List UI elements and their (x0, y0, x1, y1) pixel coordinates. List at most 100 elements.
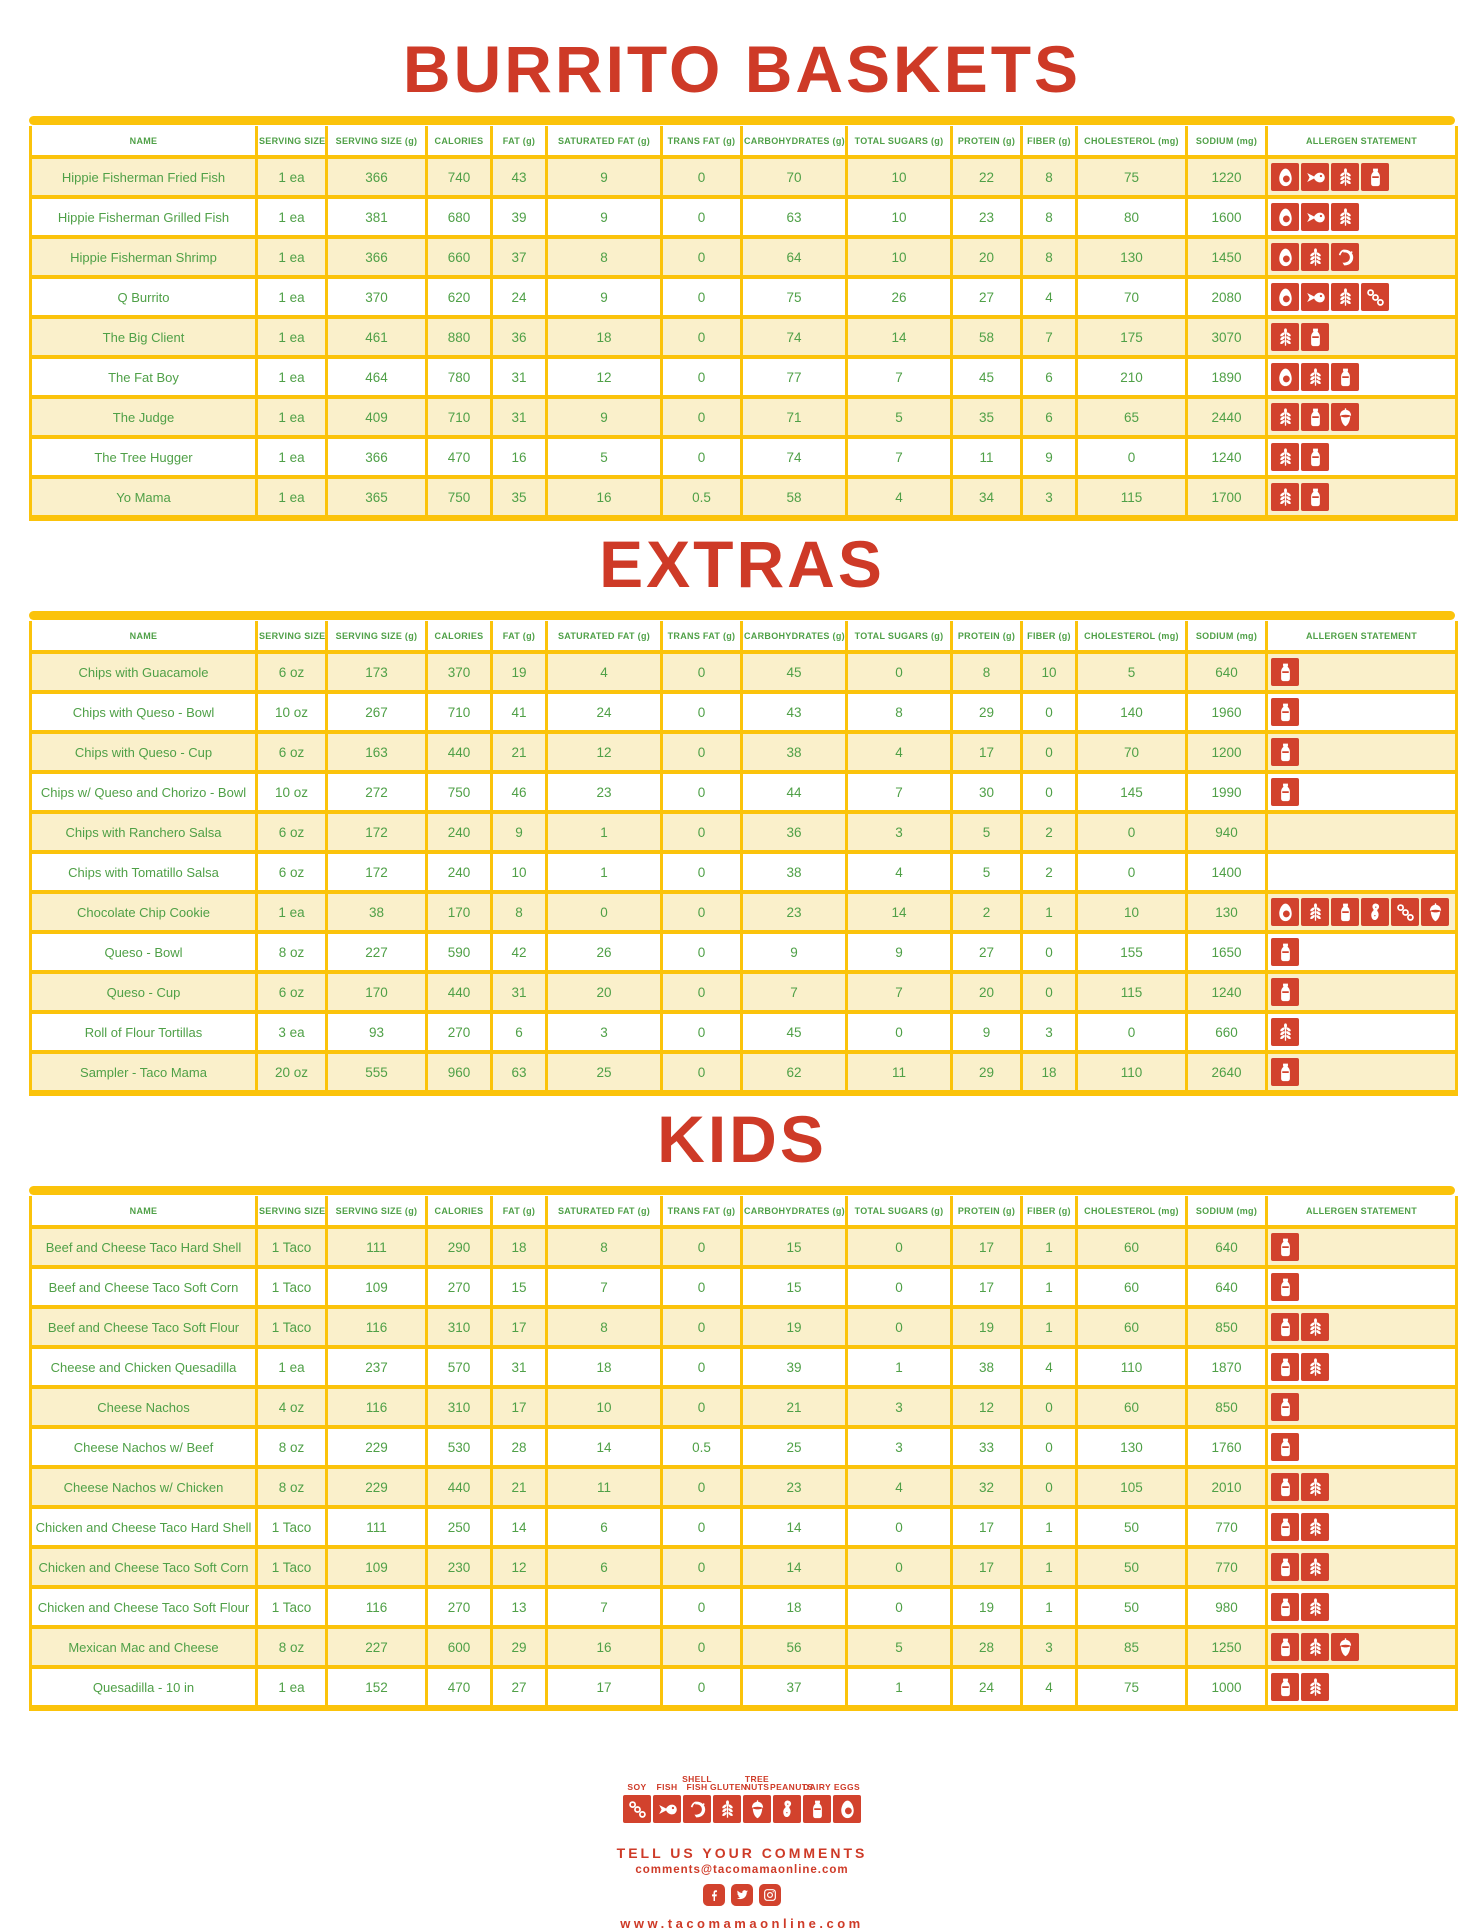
value-cell: 530 (425, 1425, 493, 1469)
value-cell: 31 (490, 1345, 548, 1389)
instagram-icon[interactable] (759, 1884, 781, 1907)
legend-label: SHELL FISH (682, 1774, 712, 1793)
value-cell: 2640 (1185, 1050, 1268, 1096)
column-header: FIBER (g) (1020, 621, 1078, 654)
table-row: Cheese Nachos w/ Chicken 8 oz 229 440 21 11 0 2… (29, 1465, 1458, 1509)
value-cell: 8 (490, 890, 548, 934)
item-name: Chicken and Cheese Taco Soft Flour (29, 1585, 258, 1629)
value-cell: 15 (740, 1225, 848, 1269)
dairy-icon (1331, 363, 1359, 391)
value-cell: 27 (950, 275, 1023, 319)
twitter-icon[interactable] (731, 1884, 753, 1907)
gluten-icon (1271, 483, 1299, 511)
value-cell: 75 (740, 275, 848, 319)
value-cell: 31 (490, 355, 548, 399)
value-cell: 0 (1075, 1010, 1188, 1054)
table-row: Chicken and Cheese Taco Soft Corn 1 Taco 1… (29, 1545, 1458, 1589)
value-cell: 710 (425, 395, 493, 439)
value-cell: 18 (545, 1345, 663, 1389)
value-cell: 24 (490, 275, 548, 319)
value-cell: 4 (845, 475, 953, 521)
value-cell: 16 (545, 475, 663, 521)
column-header: CARBOHYDRATES (g) (740, 1196, 848, 1229)
peanut-icon (773, 1795, 801, 1824)
dairy-icon (1271, 978, 1299, 1006)
value-cell: 175 (1075, 315, 1188, 359)
table-top-bar (29, 611, 1455, 620)
allergen-cell (1265, 1545, 1458, 1589)
column-header: TOTAL SUGARS (g) (845, 621, 953, 654)
value-cell: 5 (545, 435, 663, 479)
comments-email[interactable]: comments@tacomamaonline.com (635, 1864, 849, 1877)
value-cell: 155 (1075, 930, 1188, 974)
value-cell: 21 (490, 730, 548, 774)
column-header: FAT (g) (490, 1196, 548, 1229)
value-cell: 4 (1020, 1665, 1078, 1711)
value-cell: 750 (425, 770, 493, 814)
value-cell: 3 (845, 1385, 953, 1429)
allergen-cell (1265, 690, 1458, 734)
column-header: FAT (g) (490, 126, 548, 159)
value-cell: 3 (1020, 475, 1078, 521)
value-cell: 4 (845, 850, 953, 894)
value-cell: 43 (490, 155, 548, 199)
gluten-icon (1301, 1353, 1329, 1381)
value-cell: 0 (660, 1385, 743, 1429)
dairy-icon (1271, 1553, 1299, 1581)
value-cell: 60 (1075, 1265, 1188, 1309)
value-cell: 36 (740, 810, 848, 854)
value-cell: 44 (740, 770, 848, 814)
column-header: TRANS FAT (g) (660, 1196, 743, 1229)
value-cell: 28 (950, 1625, 1023, 1669)
column-header: SERVING SIZE (255, 621, 328, 654)
fish-icon (1301, 283, 1329, 311)
gluten-icon (1301, 1513, 1329, 1541)
value-cell: 680 (425, 195, 493, 239)
item-name: Cheese Nachos w/ Beef (29, 1425, 258, 1469)
value-cell: 1 ea (255, 395, 328, 439)
value-cell: 940 (1185, 810, 1268, 854)
table-row: Chips w/ Queso and Chorizo - Bowl 10 oz 27… (29, 770, 1458, 814)
value-cell: 5 (845, 1625, 953, 1669)
website-url[interactable]: www.tacomamaonline.com (620, 1916, 864, 1931)
egg-icon (1271, 163, 1299, 191)
value-cell: 6 oz (255, 970, 328, 1014)
value-cell: 37 (740, 1665, 848, 1711)
column-header: CALORIES (425, 621, 493, 654)
value-cell: 12 (490, 1545, 548, 1589)
table-top-bar (29, 116, 1455, 125)
value-cell: 4 (1020, 1345, 1078, 1389)
value-cell: 7 (845, 355, 953, 399)
table-top-bar (29, 1186, 1455, 1195)
value-cell: 35 (490, 475, 548, 521)
legend-item: EGGS (833, 1783, 862, 1824)
dairy-icon (1271, 1473, 1299, 1501)
section-title-burrito-baskets: BURRITO BASKETS (402, 32, 1082, 106)
value-cell: 470 (425, 435, 493, 479)
value-cell: 0 (1075, 810, 1188, 854)
value-cell: 1400 (1185, 850, 1268, 894)
value-cell: 1990 (1185, 770, 1268, 814)
egg-icon (1271, 243, 1299, 271)
value-cell: 370 (425, 650, 493, 694)
value-cell: 6 (490, 1010, 548, 1054)
value-cell: 27 (490, 1665, 548, 1711)
legend-item: SOY (623, 1783, 652, 1824)
value-cell: 0 (660, 770, 743, 814)
value-cell: 1200 (1185, 730, 1268, 774)
value-cell: 10 oz (255, 770, 328, 814)
value-cell: 32 (950, 1465, 1023, 1509)
value-cell: 0 (845, 1585, 953, 1629)
value-cell: 43 (740, 690, 848, 734)
value-cell: 20 oz (255, 1050, 328, 1096)
column-header: TRANS FAT (g) (660, 621, 743, 654)
value-cell: 36 (490, 315, 548, 359)
allergen-cell (1265, 1625, 1458, 1669)
dairy-icon (1271, 938, 1299, 966)
gluten-icon (1271, 1018, 1299, 1046)
value-cell: 270 (425, 1265, 493, 1309)
facebook-icon[interactable] (703, 1884, 725, 1907)
section-title-kids: KIDS (657, 1102, 827, 1176)
value-cell: 440 (425, 970, 493, 1014)
value-cell: 1 ea (255, 315, 328, 359)
